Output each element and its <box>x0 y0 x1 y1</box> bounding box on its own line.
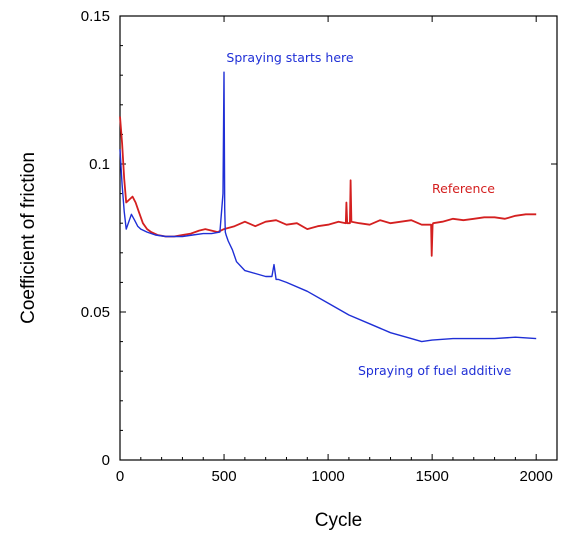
y-tick-label: 0 <box>102 452 110 469</box>
reference-series-line <box>119 116 537 257</box>
annotation-fuel-additive: Spraying of fuel additive <box>358 363 512 378</box>
fuel-additive-series-line <box>119 71 537 343</box>
plot-frame <box>119 15 558 461</box>
x-tick-label: 2000 <box>520 468 553 485</box>
y-tick-label: 0.1 <box>89 156 110 173</box>
y-axis: 0 0.05 0.1 0.15 <box>81 8 557 469</box>
y-tick-label: 0.05 <box>81 304 110 321</box>
x-axis: 0 500 1000 1500 2000 <box>116 16 553 485</box>
x-axis-label: Cycle <box>315 510 363 531</box>
y-tick-label: 0.15 <box>81 8 110 25</box>
plot-border <box>119 15 558 461</box>
x-tick-label: 1000 <box>311 468 344 485</box>
annotation-reference: Reference <box>432 181 495 196</box>
x-tick-label: 500 <box>212 468 237 485</box>
series-layer <box>119 71 537 343</box>
x-tick-label: 0 <box>116 468 124 485</box>
annotation-spraying-starts: Spraying starts here <box>226 50 353 65</box>
y-axis-label: Coefficient of friction <box>18 152 39 324</box>
x-tick-label: 1500 <box>415 468 448 485</box>
